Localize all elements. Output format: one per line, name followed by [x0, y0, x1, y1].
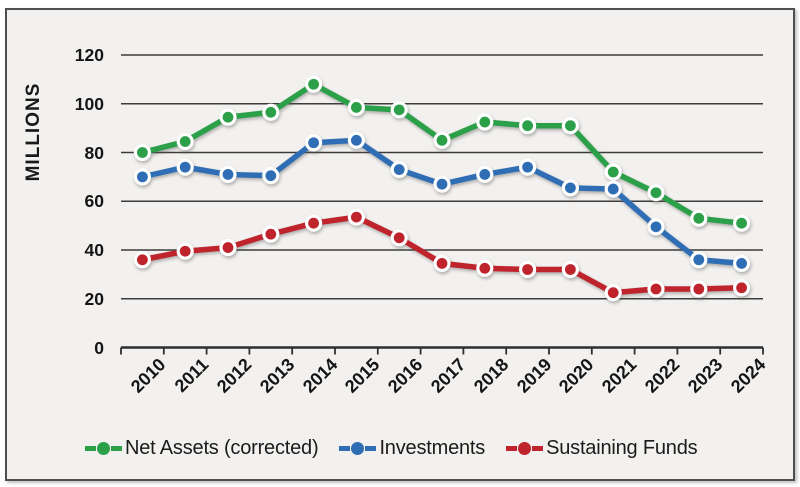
data-point-marker: [133, 251, 151, 269]
data-point-marker: [262, 167, 280, 185]
data-point-marker: [433, 131, 451, 149]
data-point-marker: [390, 229, 408, 247]
data-point-marker: [647, 184, 665, 202]
data-point-marker: [262, 225, 280, 243]
data-point-marker: [647, 218, 665, 236]
y-axis-title: MILLIONS: [23, 82, 44, 182]
data-point-marker: [561, 117, 580, 135]
data-point-marker: [476, 165, 494, 184]
data-point-marker: [732, 279, 751, 297]
data-point-marker: [647, 280, 665, 298]
data-point-marker: [476, 113, 494, 131]
data-point-marker: [219, 238, 237, 257]
data-point-marker: [518, 158, 537, 176]
data-point-marker: [390, 160, 408, 179]
data-point-marker: [518, 260, 537, 279]
data-point-marker: [219, 165, 237, 184]
data-point-marker: [133, 168, 151, 186]
legend-item-net-assets: Net Assets (corrected): [84, 437, 319, 460]
data-point-marker: [176, 132, 194, 151]
sustaining-funds-series-marker-icon: [505, 442, 544, 455]
data-point-marker: [176, 242, 194, 260]
data-point-marker: [390, 101, 408, 119]
data-point-marker: [518, 117, 537, 135]
y-tick-label: 100: [74, 93, 104, 114]
data-point-marker: [604, 284, 622, 302]
legend-label-net-assets: Net Assets (corrected): [125, 437, 319, 459]
data-point-marker: [219, 108, 237, 126]
legend: Net Assets (corrected) Investments Susta…: [84, 437, 698, 460]
data-point-marker: [561, 179, 580, 197]
data-point-marker: [305, 134, 323, 152]
data-point-marker: [604, 163, 622, 181]
data-point-marker: [347, 98, 365, 117]
data-point-marker: [561, 260, 580, 279]
data-point-marker: [433, 175, 451, 193]
legend-label-investments: Investments: [379, 437, 486, 459]
series-net-assets-corrected: [133, 75, 751, 232]
data-point-marker: [433, 254, 451, 273]
data-point-marker: [133, 143, 151, 162]
data-point-marker: [690, 251, 708, 269]
data-point-marker: [476, 259, 494, 277]
net-assets-series-marker-icon: [84, 442, 123, 455]
legend-item-sustaining-funds: Sustaining Funds: [505, 437, 698, 460]
data-point-marker: [347, 131, 365, 149]
data-point-marker: [690, 280, 708, 298]
data-point-marker: [690, 209, 708, 227]
legend-label-sustaining-funds: Sustaining Funds: [546, 437, 698, 459]
data-point-marker: [604, 180, 622, 198]
y-tick-label: 40: [84, 240, 104, 260]
data-point-marker: [305, 75, 323, 93]
data-point-marker: [732, 254, 751, 273]
data-point-marker: [347, 208, 365, 226]
investments-series-marker-icon: [338, 442, 377, 455]
y-tick-label: 120: [74, 45, 104, 65]
series-investments: [133, 131, 751, 273]
data-point-marker: [305, 214, 323, 232]
data-point-marker: [176, 158, 194, 176]
legend-item-investments: Investments: [338, 437, 485, 460]
y-tick-label: 80: [84, 142, 104, 163]
y-tick-label: 60: [84, 191, 104, 212]
y-tick-label: 20: [84, 288, 104, 309]
y-tick-label: 0: [94, 337, 104, 358]
series-line: [139, 81, 745, 226]
data-point-marker: [262, 103, 280, 121]
series-sustaining-funds: [133, 208, 751, 302]
data-point-marker: [732, 214, 751, 232]
